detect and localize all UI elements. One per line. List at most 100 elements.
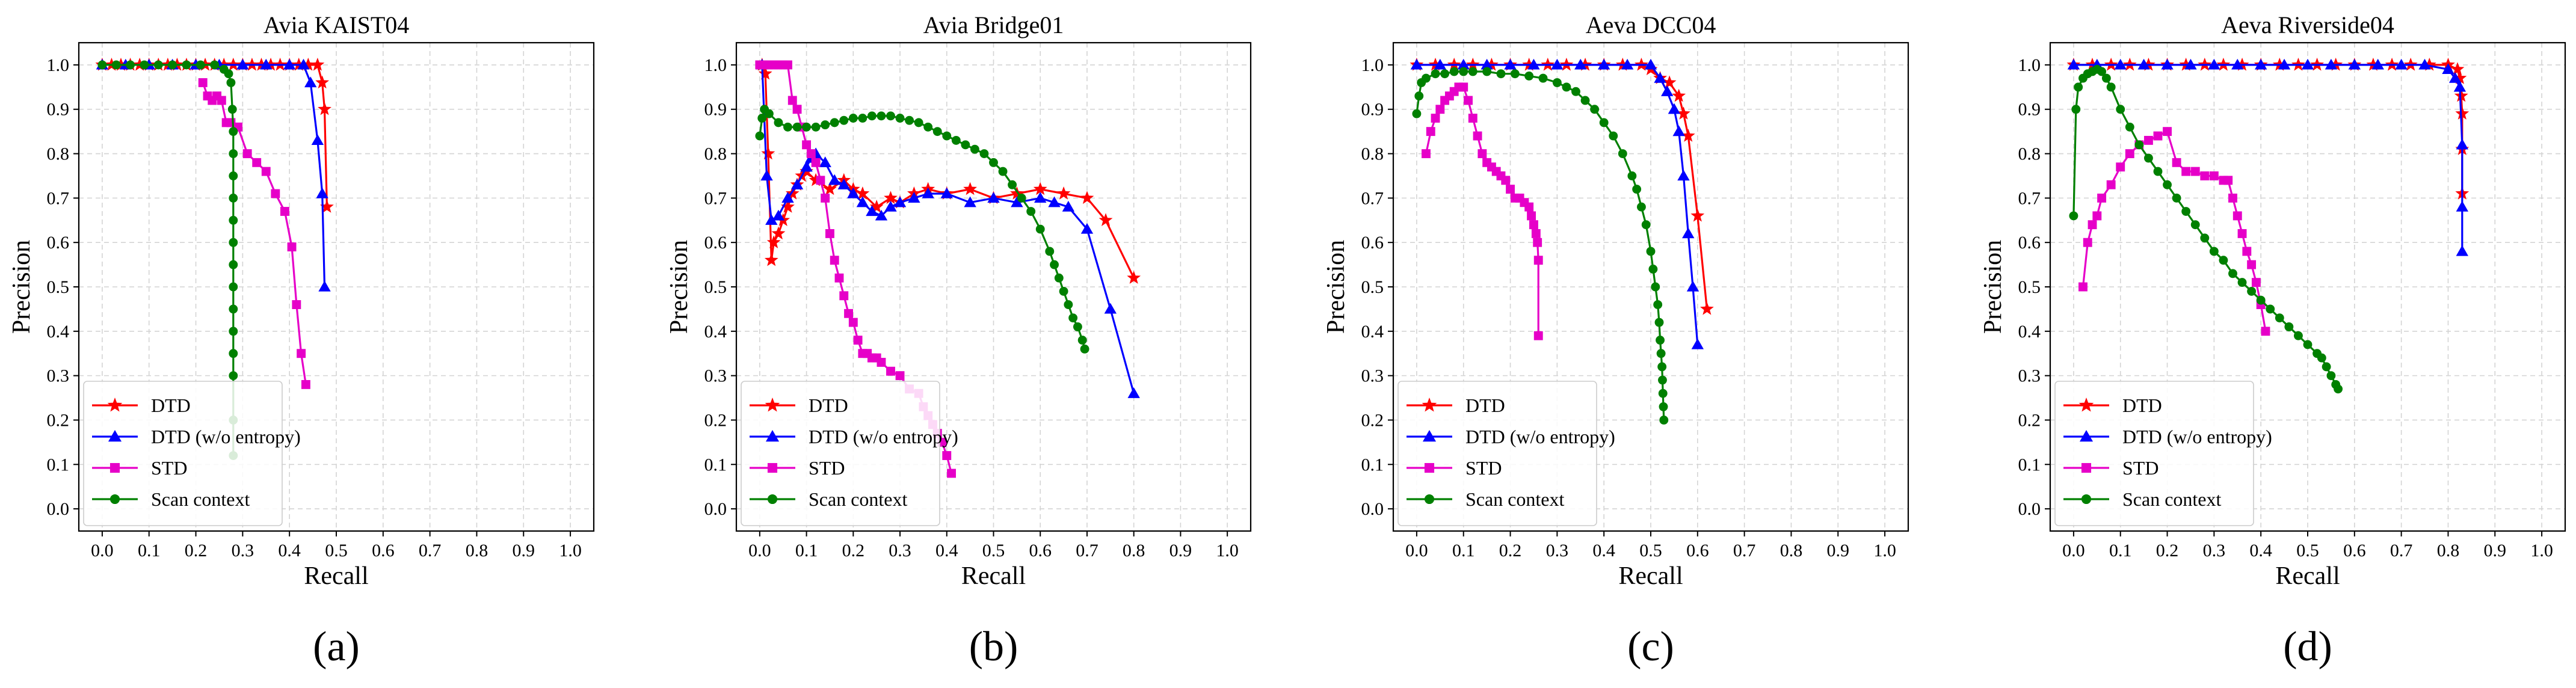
data-point [2125, 122, 2134, 132]
data-point [311, 134, 324, 146]
data-point [1552, 78, 1562, 87]
y-tick-label: 0.8 [1361, 144, 1384, 164]
data-point [764, 109, 774, 118]
data-point [1080, 191, 1094, 204]
data-point [783, 122, 792, 132]
y-tick-label: 1.0 [47, 55, 70, 75]
data-point [970, 144, 979, 154]
y-axis-label: Precision [1322, 240, 1350, 334]
data-point [1422, 149, 1431, 158]
x-tick-label: 0.8 [1123, 541, 1145, 561]
data-point [2200, 233, 2210, 243]
y-tick-label: 0.5 [2018, 277, 2041, 297]
legend-label: Scan context [1465, 488, 1565, 510]
data-point [1468, 114, 1478, 123]
data-point [2422, 57, 2436, 71]
data-point [2242, 247, 2252, 256]
data-point [766, 235, 781, 248]
data-point [1464, 96, 1473, 105]
data-point [1681, 129, 1695, 142]
data-point [1551, 58, 1564, 70]
data-point [1127, 271, 1141, 284]
x-tick-label: 0.2 [185, 541, 208, 561]
data-point [884, 200, 897, 212]
data-point [951, 135, 961, 145]
data-point [2325, 58, 2338, 70]
data-point [2275, 313, 2284, 323]
data-point [1127, 387, 1140, 398]
data-point [2181, 167, 2191, 176]
legend-label: Scan context [2122, 488, 2222, 510]
data-point [1068, 313, 1078, 323]
legend-marker [2079, 429, 2094, 442]
data-point [2106, 82, 2116, 92]
y-tick-label: 0.7 [1361, 188, 1384, 208]
data-point [320, 200, 334, 213]
plot-frame [735, 41, 1252, 532]
data-point [1064, 300, 1073, 309]
x-tick-label: 0.1 [795, 541, 818, 561]
y-tick-label: 0.4 [47, 322, 70, 342]
y-tick-label: 1.0 [704, 55, 727, 75]
data-point [1431, 69, 1440, 79]
data-point [755, 131, 765, 141]
data-point [772, 209, 785, 221]
data-point [2067, 58, 2080, 70]
legend-marker [765, 398, 780, 412]
legend-label: DTD (w/o entropy) [2122, 426, 2272, 447]
data-point [1691, 338, 1704, 349]
y-tick-label: 0.6 [1361, 233, 1384, 253]
data-point [811, 122, 821, 132]
data-point [1672, 125, 1685, 137]
data-point [2143, 153, 2153, 163]
data-point [2163, 127, 2172, 137]
data-point [261, 167, 271, 176]
data-point [1431, 114, 1440, 123]
data-point [802, 140, 812, 150]
chart-panel-1: 0.0 0.1 0.2 0.3 0.4 0.5 0.6 0.7 0.8 0.9 1.0 0.0 0.1 0… [8, 11, 595, 670]
legend-label: DTD (w/o entropy) [809, 426, 958, 447]
data-point [1478, 149, 1487, 158]
data-point [774, 118, 783, 127]
data-point [301, 57, 315, 71]
data-point [1641, 220, 1651, 230]
data-point [280, 207, 289, 216]
x-tick-label: 0.7 [2390, 541, 2413, 561]
data-point [1580, 96, 1590, 105]
data-point [886, 111, 895, 121]
data-point [765, 214, 778, 225]
data-point [1422, 73, 1431, 83]
plot-frame [78, 41, 595, 532]
data-point [1531, 229, 1541, 238]
data-point [2418, 58, 2431, 70]
data-point [855, 186, 870, 200]
legend-label: Scan context [809, 488, 908, 510]
data-point [1621, 58, 1634, 70]
data-point [1609, 131, 1618, 141]
data-point [1008, 180, 1017, 189]
data-point [2161, 58, 2174, 70]
y-tick-label: 0.8 [704, 144, 727, 164]
data-point [2442, 63, 2454, 74]
x-tick-label: 0.0 [748, 541, 771, 561]
data-point [1017, 193, 1026, 203]
data-point [1468, 67, 1478, 76]
data-point [229, 127, 238, 137]
chart-panel-2: 0.0 0.1 0.2 0.3 0.4 0.5 0.6 0.7 0.8 0.9 1.0 0.0 0.1 0… [665, 11, 1252, 670]
data-point [229, 304, 238, 314]
data-point [2083, 238, 2092, 247]
data-point [1482, 67, 1492, 76]
data-point [828, 174, 841, 185]
y-tick-label: 0.1 [47, 455, 70, 475]
data-point [1574, 58, 1587, 70]
data-point [895, 371, 905, 381]
data-point [825, 229, 834, 238]
legend-marker [109, 462, 120, 473]
data-point [1668, 103, 1681, 114]
data-point [1527, 211, 1536, 221]
y-tick-label: 0.0 [2018, 499, 2041, 519]
data-point [2209, 171, 2219, 180]
data-point [2322, 362, 2331, 372]
data-point [758, 66, 772, 80]
data-point [1538, 73, 1548, 83]
